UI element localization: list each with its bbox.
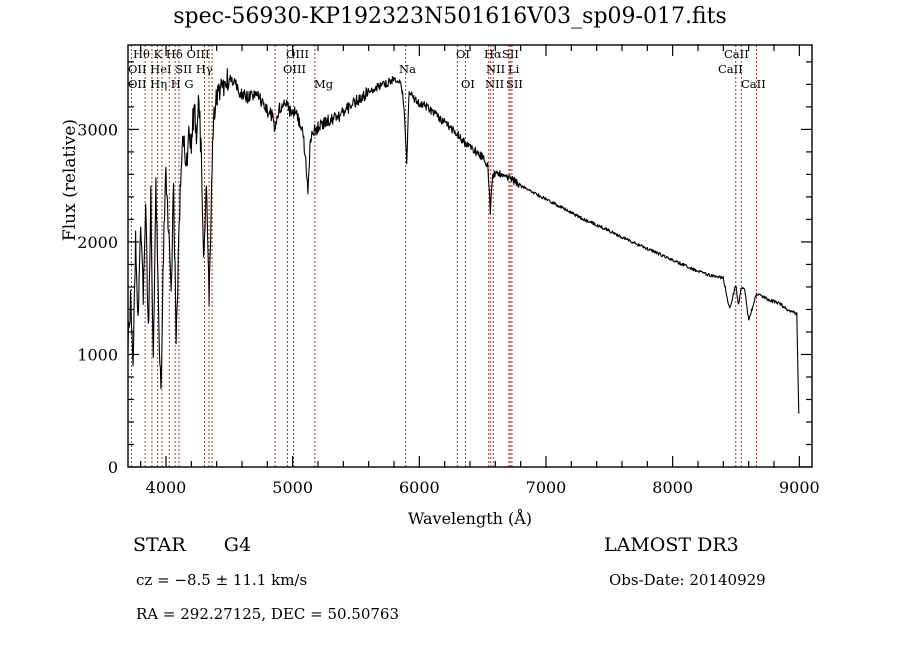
line-label: OI — [456, 47, 470, 61]
y-tick-label: 1000 — [77, 345, 118, 364]
page-title: spec-56930-KP192323N501616V03_sp09-017.f… — [173, 4, 727, 29]
footer-obs-date: Obs-Date: 20140929 — [609, 571, 766, 589]
object-type-value: STAR — [133, 534, 186, 556]
footer-object-type: STAR G4 — [133, 534, 251, 556]
y-axis-label: Flux (relative) — [60, 118, 80, 242]
line-label: Li — [508, 62, 520, 76]
y-tick-label: 3000 — [77, 120, 118, 139]
footer-cz: cz = −8.5 ± 11.1 km/s — [136, 571, 308, 589]
line-label: SII — [506, 77, 523, 91]
plot-frame — [127, 44, 813, 468]
spectral-class-value: G4 — [223, 534, 252, 556]
x-axis-label: Wavelength (Å) — [407, 509, 533, 528]
line-label: OII Hη H G — [128, 77, 194, 91]
line-label: Hα — [484, 47, 502, 61]
spectrum-curve — [127, 68, 800, 414]
line-label: Hθ K Hδ OIII — [133, 47, 210, 61]
line-label: CaII — [718, 62, 743, 76]
line-label: NII — [486, 62, 506, 76]
line-label: Mg — [314, 77, 334, 91]
line-label: Na — [399, 62, 416, 76]
line-label: CaII — [741, 77, 766, 91]
line-label: OIII — [286, 47, 310, 61]
footer-coords: RA = 292.27125, DEC = 50.50763 — [136, 605, 400, 623]
x-tick-label: 8000 — [652, 478, 693, 497]
line-label: CaII — [724, 47, 749, 61]
y-tick-label: 2000 — [77, 233, 118, 252]
x-tick-label: 9000 — [779, 478, 820, 497]
x-tick-label: 5000 — [272, 478, 313, 497]
x-tick-label: 6000 — [399, 478, 440, 497]
line-label: OIII — [283, 62, 307, 76]
y-tick-label: 0 — [108, 458, 118, 477]
line-label: OI — [461, 77, 475, 91]
x-tick-label: 7000 — [526, 478, 567, 497]
line-label: NII — [485, 77, 505, 91]
line-label: SII — [502, 47, 519, 61]
footer-survey: LAMOST DR3 — [604, 534, 739, 556]
x-tick-label: 4000 — [146, 478, 187, 497]
line-label: OII HeI SII Hγ — [128, 62, 213, 76]
